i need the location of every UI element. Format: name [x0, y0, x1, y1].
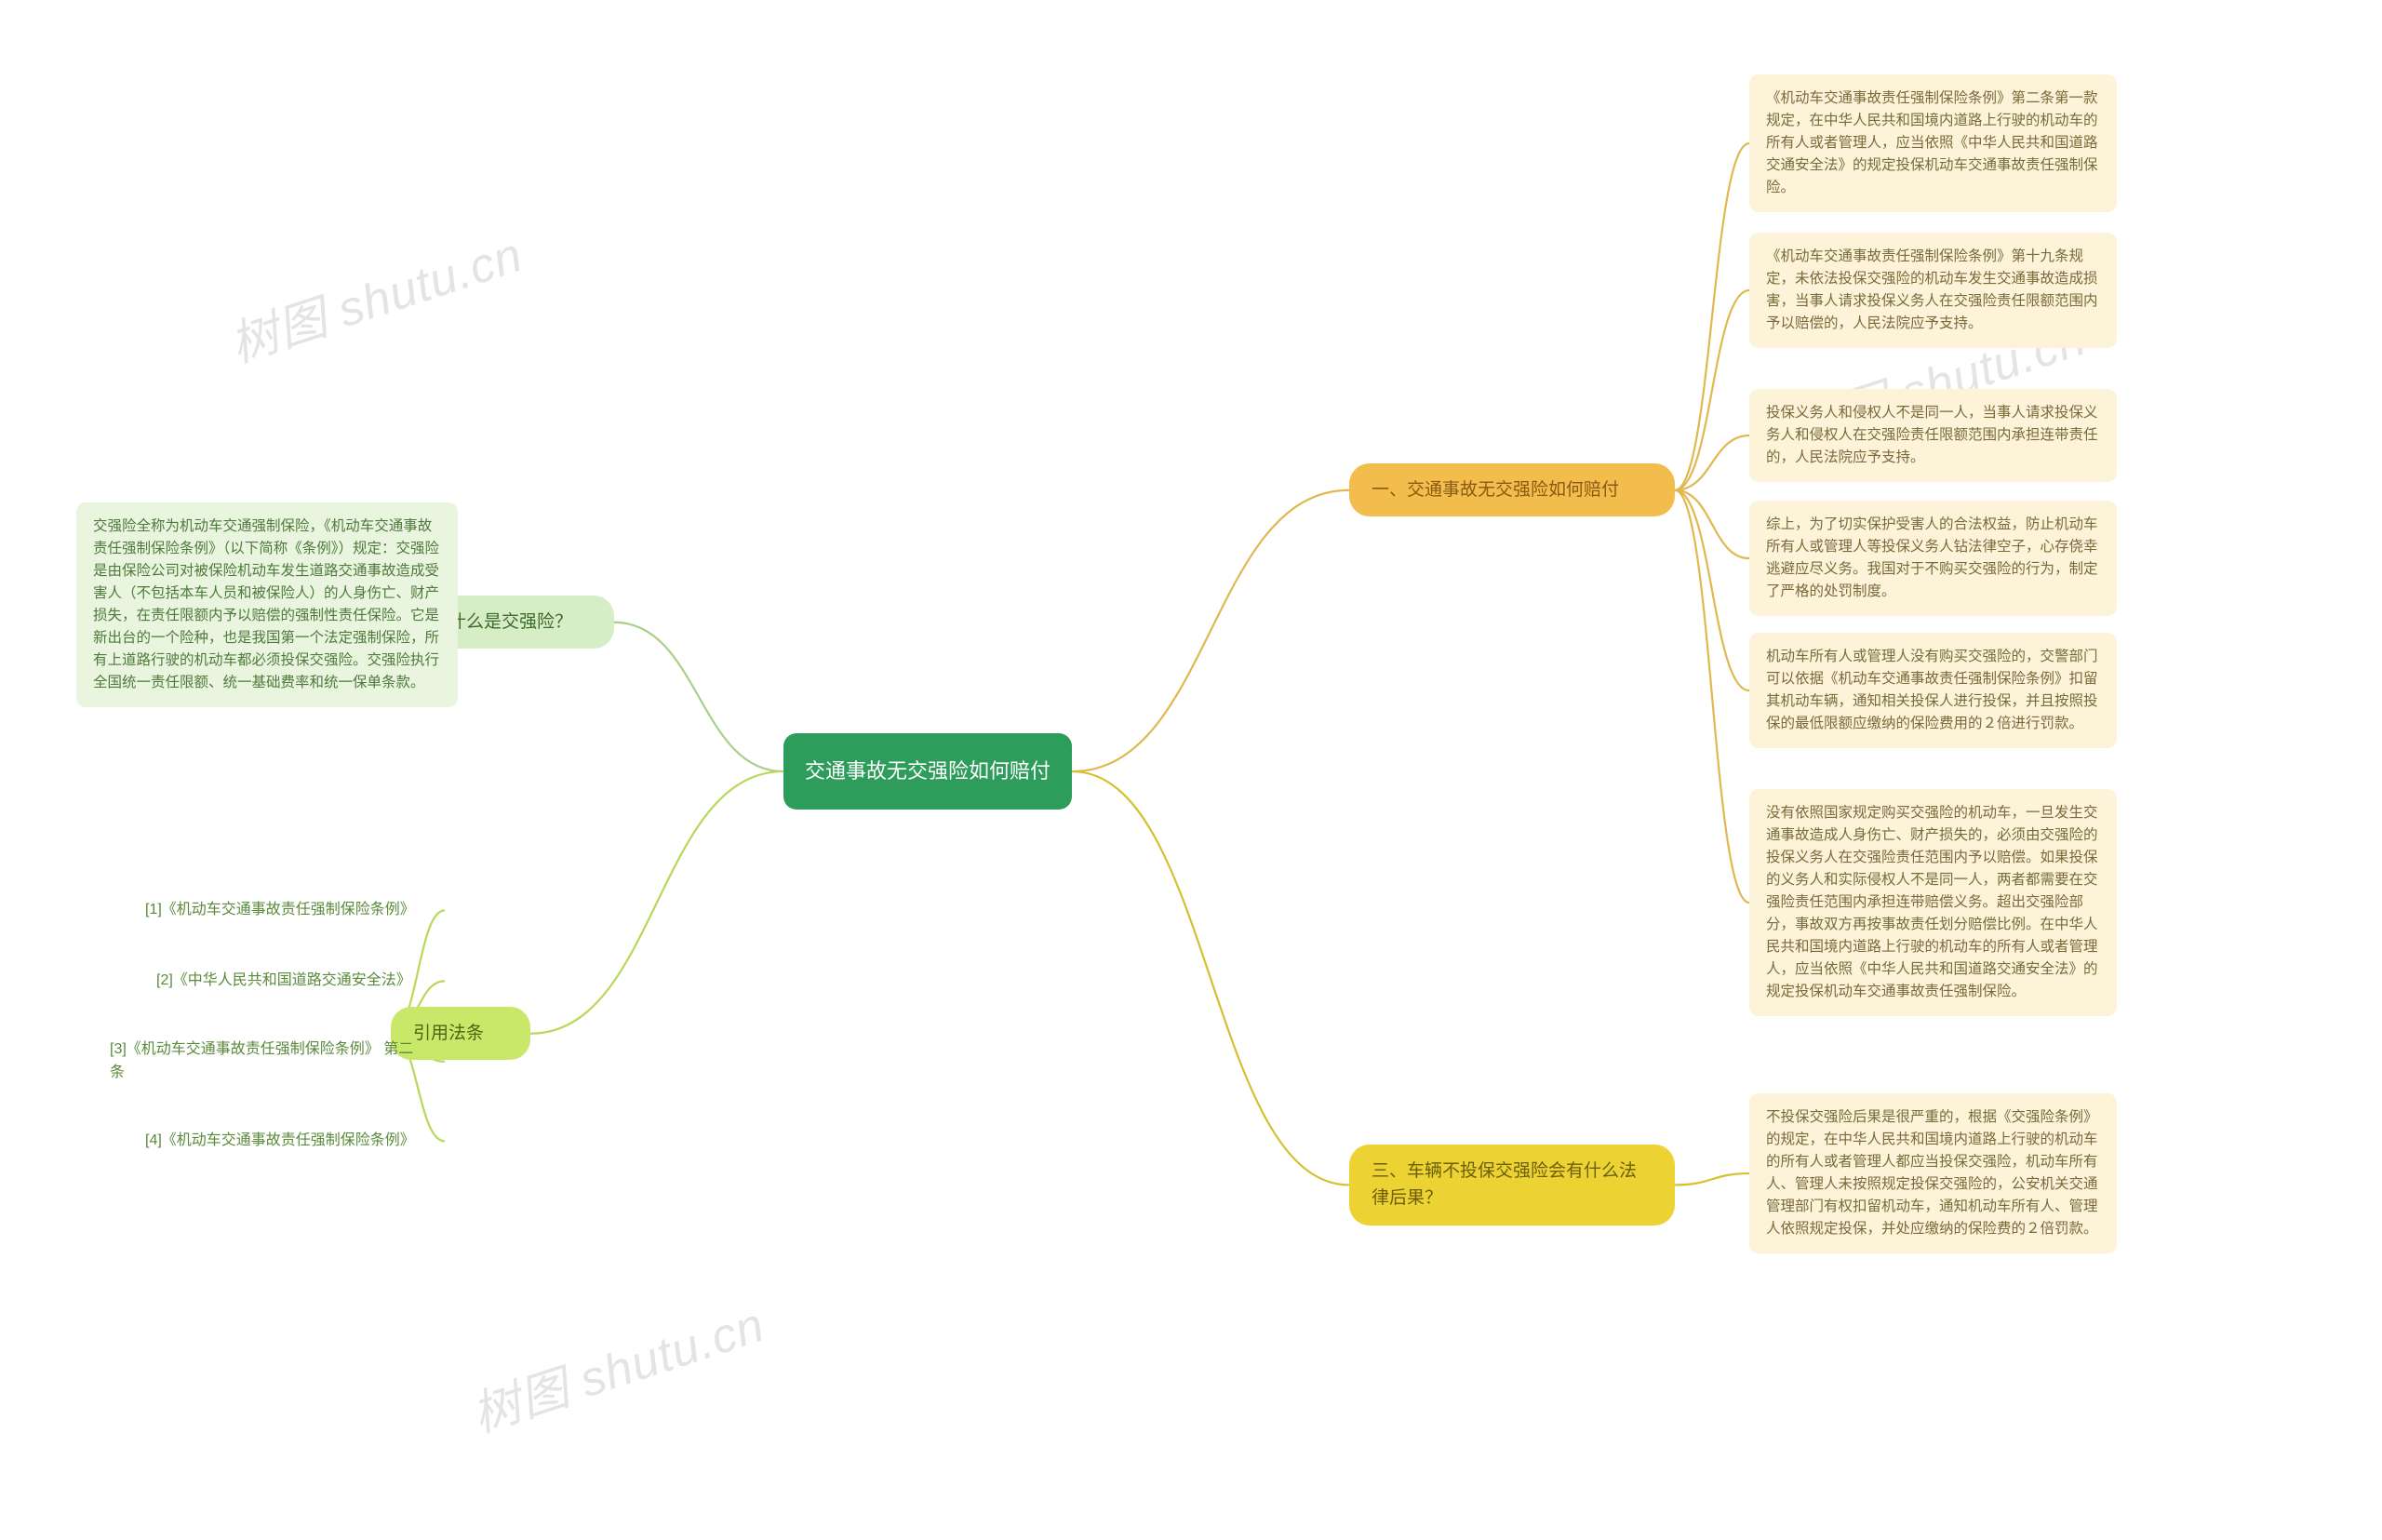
branch-3[interactable]: 三、车辆不投保交强险会有什么法律后果？ [1349, 1145, 1675, 1225]
leaf-b1-0[interactable]: 《机动车交通事故责任强制保险条例》第二条第一款规定，在中华人民共和国境内道路上行… [1749, 74, 2117, 212]
branch-1[interactable]: 一、交通事故无交强险如何赔付 [1349, 463, 1675, 516]
center-node[interactable]: 交通事故无交强险如何赔付 [783, 733, 1072, 810]
leaf-b1-5[interactable]: 没有依照国家规定购买交强险的机动车，一旦发生交通事故造成人身伤亡、财产损失的，必… [1749, 789, 2117, 1016]
leaf-b3-0[interactable]: 不投保交强险后果是很严重的，根据《交强险条例》的规定，在中华人民共和国境内道路上… [1749, 1093, 2117, 1253]
leaf-b4-0[interactable]: [1]《机动车交通事故责任强制保险条例》 [128, 886, 445, 935]
watermark-2: 树图 shutu.cn [462, 1285, 771, 1445]
leaf-b1-3[interactable]: 综上，为了切实保护受害人的合法权益，防止机动车所有人或管理人等投保义务人钻法律空… [1749, 501, 2117, 616]
connector-layer [0, 0, 2382, 1540]
leaf-b2-0[interactable]: 交强险全称为机动车交通强制保险，《机动车交通事故责任强制保险条例》（以下简称《条… [76, 502, 458, 707]
leaf-b1-2[interactable]: 投保义务人和侵权人不是同一人，当事人请求投保义务人和侵权人在交强险责任限额范围内… [1749, 389, 2117, 482]
leaf-b1-4[interactable]: 机动车所有人或管理人没有购买交强险的，交警部门可以依据《机动车交通事故责任强制保… [1749, 633, 2117, 748]
leaf-b4-1[interactable]: [2]《中华人民共和国道路交通安全法》 [140, 957, 445, 1006]
leaf-b1-1[interactable]: 《机动车交通事故责任强制保险条例》第十九条规定，未依法投保交强险的机动车发生交通… [1749, 233, 2117, 348]
watermark-1: 树图 shutu.cn [220, 215, 529, 375]
leaf-b4-3[interactable]: [4]《机动车交通事故责任强制保险条例》 [128, 1117, 445, 1166]
leaf-b4-2[interactable]: [3]《机动车交通事故责任强制保险条例》 第二条 [93, 1025, 445, 1098]
